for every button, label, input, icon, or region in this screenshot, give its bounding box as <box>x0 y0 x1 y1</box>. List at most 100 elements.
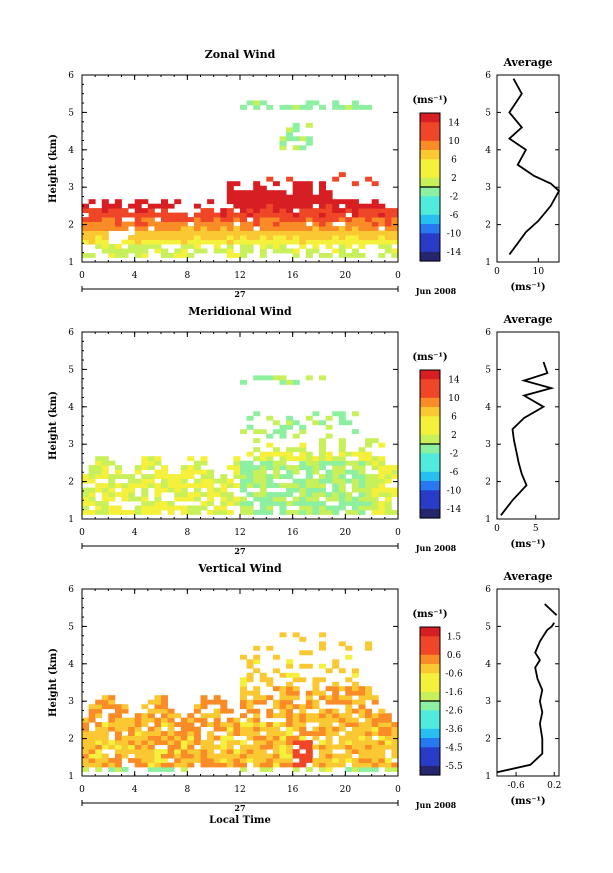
heatmap-cell <box>167 253 175 258</box>
heatmap-cell <box>391 221 399 227</box>
heatmap-cell <box>279 690 287 696</box>
heatmap-cell <box>193 496 201 502</box>
heatmap-cell <box>325 424 333 430</box>
heatmap-cell <box>279 713 287 719</box>
heatmap-cell <box>114 722 122 727</box>
heatmap-cell <box>384 510 392 515</box>
heatmap-cell <box>286 699 294 705</box>
heatmap-cell <box>279 456 287 462</box>
heatmap-cell <box>88 708 96 714</box>
heatmap-cell <box>141 713 149 719</box>
heatmap-cell <box>351 668 359 674</box>
colorbar-swatch <box>420 636 440 647</box>
x-tick-label: 8 <box>184 785 190 795</box>
heatmap-cell <box>312 487 320 493</box>
heatmap-cell <box>266 230 274 236</box>
heatmap-cell <box>253 230 261 236</box>
heatmap-cell <box>259 672 267 678</box>
heatmap-cell <box>286 672 294 678</box>
heatmap-cell <box>378 492 386 497</box>
heatmap-cell <box>371 717 379 723</box>
heatmap-cell <box>279 248 287 254</box>
heatmap-cell <box>272 704 280 710</box>
heatmap-cell <box>325 217 333 222</box>
heatmap-cell <box>279 695 287 701</box>
heatmap-cell <box>371 749 379 754</box>
heatmap-cell <box>134 744 142 750</box>
heatmap-cell <box>233 474 241 479</box>
heatmap-cell <box>305 740 313 745</box>
heatmap-cell <box>200 749 208 754</box>
heatmap-cell <box>332 230 340 236</box>
heatmap-cell <box>378 708 386 714</box>
heatmap-cell <box>154 460 162 466</box>
heatmap-cell <box>378 456 386 462</box>
heatmap-cell <box>154 762 162 768</box>
heatmap-cell <box>266 208 274 213</box>
heatmap-cell <box>259 226 267 231</box>
heatmap-cell <box>365 176 373 182</box>
heatmap-cell <box>180 496 188 502</box>
heatmap-cell <box>193 735 201 741</box>
heatmap-cell <box>147 203 155 209</box>
heatmap-cell <box>128 487 136 493</box>
heatmap-cell <box>266 708 274 714</box>
heatmap-cell <box>358 708 366 714</box>
heatmap-cell <box>200 717 208 723</box>
colorbar-swatch <box>420 738 440 748</box>
heatmap-cell <box>82 208 89 213</box>
heatmap-cell <box>180 492 188 497</box>
heatmap-cell <box>325 415 333 421</box>
heatmap-cell <box>279 226 287 231</box>
heatmap-cell <box>95 722 103 727</box>
heatmap-cell <box>240 740 247 745</box>
heatmap-cell <box>272 447 280 453</box>
heatmap-cell <box>292 104 300 110</box>
heatmap-cell <box>351 483 359 488</box>
heatmap-cell <box>319 230 326 236</box>
avg-x-label: (ms⁻¹) <box>510 282 545 293</box>
heatmap-cell <box>266 474 274 479</box>
heatmap-cell <box>213 248 221 254</box>
heatmap-cell <box>378 235 386 240</box>
heatmap-cell <box>371 753 379 759</box>
heatmap-cell <box>305 478 313 484</box>
heatmap-cell <box>101 199 109 205</box>
heatmap-cell <box>187 465 195 470</box>
heatmap-cell <box>371 235 379 240</box>
heatmap-cell <box>351 181 359 187</box>
heatmap-cell <box>174 474 182 479</box>
heatmap-cell <box>299 181 307 187</box>
heatmap-cell <box>180 753 188 759</box>
heatmap-cell <box>272 465 280 470</box>
heatmap-cell <box>351 505 359 511</box>
heatmap-cell <box>253 438 261 444</box>
heatmap-cell <box>207 469 215 475</box>
heatmap-cell <box>299 235 307 240</box>
heatmap-cell <box>286 217 294 222</box>
heatmap-cell <box>253 235 261 240</box>
heatmap-cell <box>279 203 287 209</box>
heatmap-cell <box>226 194 234 200</box>
x-tick-label: 16 <box>287 785 299 795</box>
heatmap-cell <box>345 492 353 497</box>
heatmap-cell <box>134 735 142 741</box>
heatmap-cell <box>213 717 221 723</box>
heatmap-cell <box>332 478 340 484</box>
heatmap-cell <box>319 253 326 258</box>
x-tick-label: 12 <box>234 271 245 281</box>
avg-y-tick-label: 4 <box>485 403 491 413</box>
colorbar-tick-label: -2.6 <box>445 706 463 716</box>
average-line <box>496 622 555 774</box>
colorbar-tick-label: 0.6 <box>447 651 462 661</box>
heatmap-cell <box>253 185 261 191</box>
heatmap-cell <box>200 248 208 254</box>
heatmap-cell <box>332 713 340 719</box>
heatmap-cell <box>167 726 175 732</box>
heatmap-cell <box>200 217 208 222</box>
heatmap-cell <box>114 248 122 254</box>
heatmap-cell <box>325 713 333 719</box>
heatmap-cell <box>272 199 280 205</box>
heatmap-cell <box>384 505 392 511</box>
